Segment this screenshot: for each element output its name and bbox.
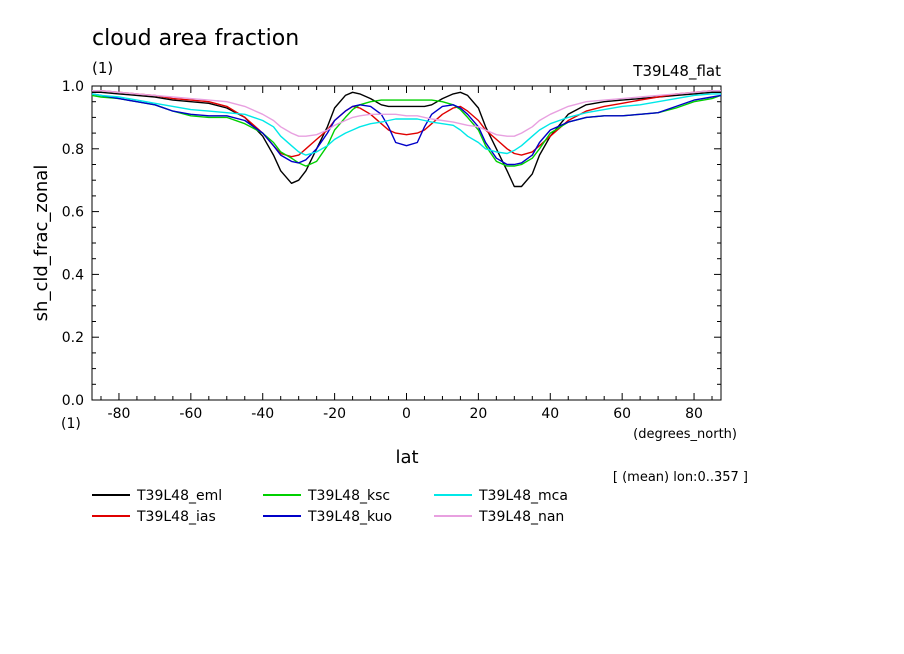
legend-label: T39L48_mca: [478, 488, 568, 504]
legend-label: T39L48_kuo: [307, 509, 392, 525]
x-tick-label: -80: [108, 406, 131, 422]
y-tick-label: 0.2: [62, 330, 84, 346]
series-lines: [91, 89, 722, 188]
axis-ticks: -80 -60 -40 -20 0 20 40 60 80 0.0 0.2 0.4 0.6 0.8 1.0: [62, 79, 721, 422]
x-tick-label: -20: [323, 406, 346, 422]
y-tick-label: 0.0: [62, 393, 84, 409]
x-tick-label: 0: [402, 406, 411, 422]
x-tick-label: 60: [613, 406, 631, 422]
plot-area: [91, 85, 722, 401]
legend: T39L48_eml T39L48_ias T39L48_ksc T39L48_kuo…: [92, 488, 568, 525]
x-tick-label: -40: [251, 406, 274, 422]
legend-label: T39L48_ksc: [307, 488, 390, 504]
legend-label: T39L48_nan: [478, 509, 564, 525]
legend-label: T39L48_eml: [136, 488, 222, 504]
y-axis-label: sh_cld_frac_zonal: [31, 165, 52, 322]
x-tick-label: -60: [179, 406, 202, 422]
y-axis-units: (1): [61, 416, 81, 432]
x-axis-label: lat: [395, 447, 418, 468]
y-tick-label: 0.8: [62, 142, 84, 158]
chart-title: cloud area fraction: [92, 26, 299, 51]
y-tick-label: 1.0: [62, 79, 84, 95]
chart-units-label: (1): [92, 59, 113, 77]
plot-frame: [91, 85, 722, 401]
series-line-t39l48-mca: [91, 93, 721, 156]
y-tick-label: 0.6: [62, 205, 84, 221]
x-tick-label: 80: [685, 406, 703, 422]
x-tick-label: 20: [469, 406, 487, 422]
x-axis-units: (degrees_north): [633, 427, 737, 442]
series-line-t39l48-nan: [92, 89, 721, 137]
y-tick-label: 0.4: [62, 267, 84, 283]
chart-run-label: T39L48_flat: [632, 62, 721, 81]
footnote: [ (mean) lon:0..357 ]: [613, 470, 748, 485]
x-tick-label: 40: [541, 406, 559, 422]
series-line-t39l48-kuo: [91, 93, 722, 166]
legend-label: T39L48_ias: [136, 509, 216, 525]
